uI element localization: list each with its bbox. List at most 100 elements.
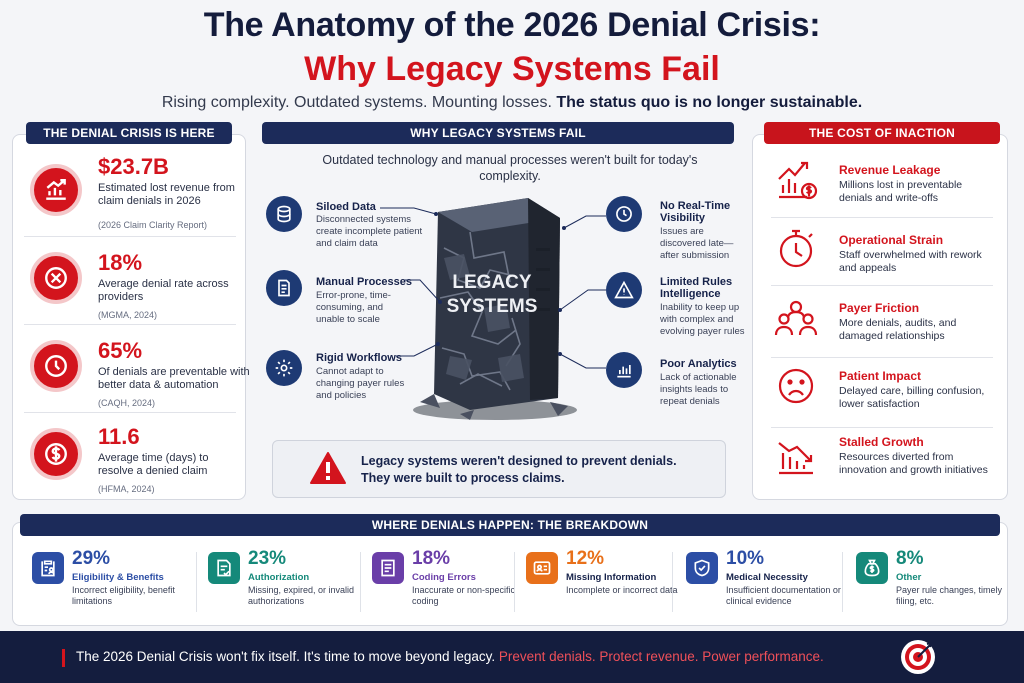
breakdown-title: Eligibility & Benefits <box>72 572 164 583</box>
footer-text: The 2026 Denial Crisis won't fix itself.… <box>76 649 824 664</box>
main-title-line2: Why Legacy Systems Fail <box>304 50 720 88</box>
document-lines-icon <box>372 552 404 584</box>
clock-icon <box>30 340 82 392</box>
cost-description: Delayed care, billing confusion, lower s… <box>839 385 985 410</box>
stat-value: $23.7B <box>98 154 169 179</box>
breakdown-coding: 18% Coding Errors Inaccurate or non-spec… <box>372 548 527 612</box>
footer-accent-bar <box>62 649 65 667</box>
cost-description: Millions lost in preventable denials and… <box>839 179 963 204</box>
connector-line <box>396 342 440 357</box>
breakdown-description: Payer rule changes, timely filing, etc. <box>896 585 1003 606</box>
breakdown-description: Insufficient documentation or clinical e… <box>726 585 841 606</box>
divider <box>24 324 236 325</box>
item-description: Issues are discovered late—after submiss… <box>660 226 734 261</box>
warning-icon <box>606 272 642 308</box>
chart-growth-icon <box>30 164 82 216</box>
stat-resolve-time: 11.6 Average time (days) to resolve a de… <box>14 414 246 500</box>
breakdown-pct: 10% <box>726 548 765 569</box>
breakdown-description: Missing, expired, or invalid authorizati… <box>248 585 355 606</box>
stat-description: Of denials are preventable with better d… <box>98 366 250 391</box>
cost-title: Patient Impact <box>839 369 922 383</box>
item-description: Cannot adapt to changing payer rules and… <box>316 366 405 401</box>
stat-preventable: 65% Of denials are preventable with bett… <box>14 326 250 412</box>
stat-description: Average denial rate across providers <box>98 278 229 303</box>
dollar-icon <box>30 428 82 480</box>
gear-icon <box>266 350 302 386</box>
stat-source: (MGMA, 2024) <box>98 310 158 320</box>
item-title: Manual Processes <box>316 276 412 288</box>
document-check-icon <box>208 552 240 584</box>
item-title-line2: Intelligence <box>660 288 721 300</box>
x-circle-icon <box>30 252 82 304</box>
breakdown-eligibility: 29% Eligibility & Benefits Incorrect eli… <box>32 548 187 612</box>
divider <box>360 552 361 612</box>
breakdown-pct: 29% <box>72 548 111 569</box>
warning-text: Legacy systems weren't designed to preve… <box>361 453 677 487</box>
breakdown-description: Incomplete or incorrect data <box>566 585 678 595</box>
divider <box>196 552 197 612</box>
divider <box>771 285 993 286</box>
divider <box>771 357 993 358</box>
legacy-fail-heading: WHY LEGACY SYSTEMS FAIL <box>262 122 734 144</box>
target-icon <box>901 640 935 674</box>
stat-value: 65% <box>98 338 143 363</box>
divider <box>24 236 236 237</box>
id-card-icon <box>526 552 558 584</box>
divider <box>672 552 673 612</box>
bar-chart-icon <box>606 352 642 388</box>
breakdown-title: Missing Information <box>566 572 657 583</box>
stat-description: Estimated lost revenue from claim denial… <box>98 182 235 207</box>
stat-denial-rate: 18% Average denial rate across providers… <box>14 238 246 324</box>
cost-of-inaction-heading: THE COST OF INACTION <box>764 122 1000 144</box>
breakdown-description: Incorrect eligibility, benefit limitatio… <box>72 585 175 606</box>
connector-line <box>380 207 438 216</box>
cost-title: Payer Friction <box>839 301 920 315</box>
item-title: Limited Rules Intelligence <box>660 276 732 300</box>
item-description: Error-prone, time-consuming, and unable … <box>316 290 391 325</box>
item-title-line1: No Real-Time <box>660 200 731 212</box>
stat-source: (2026 Claim Clarity Report) <box>98 220 208 230</box>
stat-value: 18% <box>98 250 143 275</box>
legacy-systems-monolith: LEGACY SYSTEMS <box>413 198 577 420</box>
cost-description: Staff overwhelmed with rework and appeal… <box>839 249 982 274</box>
item-title: Poor Analytics <box>660 358 737 370</box>
warning-line1: Legacy systems weren't designed to preve… <box>361 454 677 468</box>
breakdown-medical-necessity: 10% Medical Necessity Insufficient docum… <box>686 548 841 612</box>
footer-statement: The 2026 Denial Crisis won't fix itself.… <box>76 649 496 664</box>
divider <box>771 217 993 218</box>
stat-lost-revenue: $23.7B Estimated lost revenue from claim… <box>14 150 246 236</box>
divider <box>771 427 993 428</box>
database-icon <box>266 196 302 232</box>
breakdown-heading: WHERE DENIALS HAPPEN: THE BREAKDOWN <box>20 514 1000 536</box>
cost-title: Revenue Leakage <box>839 163 941 177</box>
item-title: Siloed Data <box>316 201 376 213</box>
legacy-warning-box: Legacy systems weren't designed to preve… <box>272 440 726 498</box>
breakdown-pct: 18% <box>412 548 451 569</box>
denial-crisis-heading: THE DENIAL CRISIS IS HERE <box>26 122 232 144</box>
warning-line2: They were built to process claims. <box>361 471 565 485</box>
item-title: No Real-Time Visibility <box>660 200 730 224</box>
stat-value: 11.6 <box>98 424 140 449</box>
connector-line <box>558 352 606 369</box>
monolith-label-line2: SYSTEMS <box>447 296 538 317</box>
divider <box>514 552 515 612</box>
item-description: Disconnected systems create incomplete p… <box>316 214 423 249</box>
clipboard-user-icon <box>32 552 64 584</box>
warning-triangle-icon <box>310 452 346 484</box>
breakdown-title: Coding Errors <box>412 572 476 583</box>
item-description: Inability to keep up with complex and ev… <box>660 302 745 337</box>
footer-accent-text: Prevent denials. Protect revenue. Power … <box>498 649 824 664</box>
connector-line <box>562 215 606 230</box>
sad-face-icon <box>778 368 814 404</box>
breakdown-missing-info: 12% Missing Information Incomplete or in… <box>526 548 681 612</box>
people-icon <box>774 300 818 336</box>
item-title: Rigid Workflows <box>316 352 402 364</box>
document-icon <box>266 270 302 306</box>
cost-title: Operational Strain <box>839 233 944 247</box>
main-title-line1: The Anatomy of the 2026 Denial Crisis: <box>203 6 821 44</box>
breakdown-description: Inaccurate or non-specific coding <box>412 585 516 606</box>
item-description: Lack of actionable insights leads to rep… <box>660 372 737 407</box>
item-title-line2: Visibility <box>660 212 706 224</box>
cost-description: Resources diverted from innovation and g… <box>839 451 988 476</box>
breakdown-title: Other <box>896 572 922 583</box>
